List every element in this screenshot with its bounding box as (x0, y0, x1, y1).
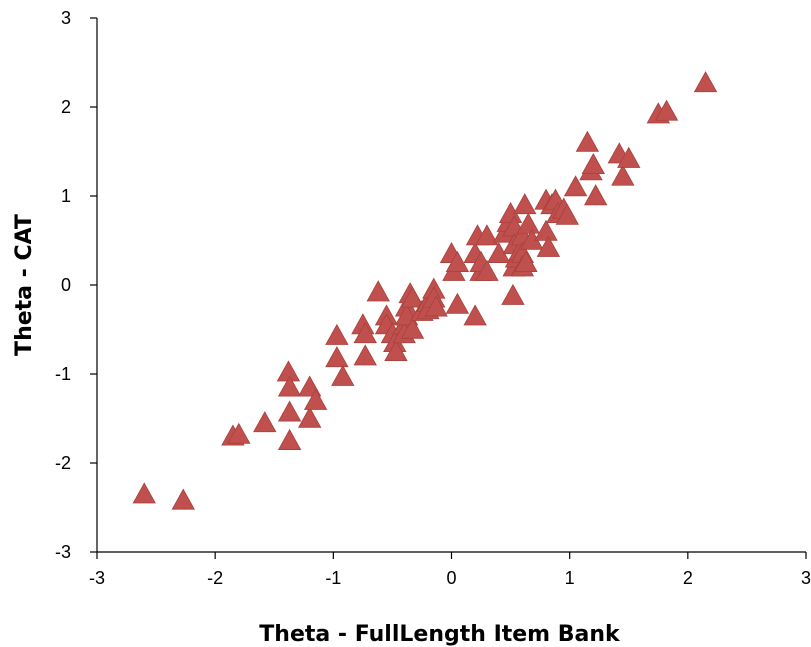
data-point-triangle (611, 164, 635, 186)
x-tick-label: 0 (446, 568, 456, 588)
data-point-triangle (445, 250, 470, 272)
data-point-triangle (514, 250, 538, 272)
data-point-triangle (400, 286, 425, 308)
data-point-triangle (353, 322, 377, 344)
data-point-triangle (132, 482, 156, 504)
data-point-triangle (303, 388, 328, 410)
data-point-triangle (445, 292, 470, 314)
data-point-triangle (534, 219, 558, 241)
data-point-triangle (298, 406, 322, 428)
y-tick-label: 0 (61, 275, 71, 295)
y-tick-label: -3 (55, 542, 71, 562)
data-point-triangle (513, 193, 537, 215)
x-tick-label: 2 (683, 568, 693, 588)
x-tick-label: 1 (565, 568, 575, 588)
data-point-triangle (277, 428, 302, 450)
x-tick-label: 3 (801, 568, 811, 588)
data-point-triangle (475, 224, 499, 246)
data-point-triangle (501, 283, 525, 305)
data-point-triangle (581, 153, 605, 175)
y-tick-label: 2 (61, 97, 71, 117)
y-tick-label: -1 (55, 364, 71, 384)
x-tick-label: -3 (89, 568, 105, 588)
y-tick-label: 1 (61, 186, 71, 206)
data-point-triangle (693, 71, 718, 93)
x-axis-title: Theta - FullLength Item Bank (259, 622, 621, 647)
y-tick-label: 3 (61, 8, 71, 28)
data-point-triangle (331, 364, 355, 386)
data-point-triangle (575, 130, 600, 152)
data-point-triangle (424, 295, 448, 317)
data-point-triangle (253, 411, 277, 433)
data-points (132, 71, 718, 510)
data-point-triangle (536, 235, 561, 257)
axes: -3 -2 -1 0 1 2 3 -3 -2 -1 0 1 2 3 (55, 8, 811, 588)
data-point-triangle (516, 212, 540, 234)
data-point-triangle (563, 175, 588, 197)
data-point-triangle (463, 304, 487, 326)
data-point-triangle (384, 339, 408, 361)
data-point-triangle (325, 346, 349, 368)
y-tick-label: -2 (55, 453, 71, 473)
x-ticks: -3 -2 -1 0 1 2 3 (89, 552, 811, 588)
data-point-triangle (171, 488, 195, 510)
data-point-triangle (325, 323, 349, 345)
x-tick-label: -2 (207, 568, 223, 588)
data-point-triangle (475, 259, 499, 281)
data-point-triangle (277, 375, 302, 397)
data-point-triangle (277, 400, 302, 422)
y-axis-title: Theta - CAT (12, 214, 37, 356)
data-point-triangle (583, 184, 608, 206)
data-point-triangle (353, 344, 377, 366)
data-point-triangle (366, 280, 390, 302)
data-point-triangle (654, 99, 679, 121)
data-point-triangle (617, 146, 641, 168)
data-point-triangle (555, 203, 579, 225)
x-tick-label: -1 (325, 568, 341, 588)
y-ticks: -3 -2 -1 0 1 2 3 (55, 8, 97, 562)
data-point-triangle (227, 422, 251, 444)
data-point-triangle (400, 317, 425, 339)
